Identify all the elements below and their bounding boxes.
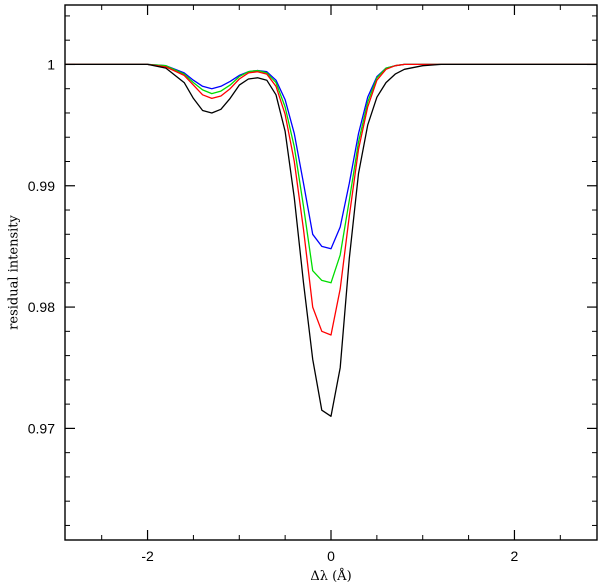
axis-ticks (65, 5, 597, 540)
series-line-4 (65, 63, 597, 417)
y-tick-label: 0.99 (28, 178, 55, 194)
x-tick-label: 2 (511, 548, 519, 564)
plot-frame (64, 4, 598, 541)
y-tick-label: 1 (47, 56, 55, 72)
y-axis-label: residual intensity (7, 215, 22, 330)
x-axis-label: Δλ (Å) (310, 568, 351, 584)
x-tick-label: 0 (327, 548, 335, 564)
series-line-1 (65, 63, 597, 250)
y-tick-label: 0.98 (28, 299, 55, 315)
series-line-2 (65, 63, 597, 284)
tick-labels: -2 0 2 0.97 0.98 0.99 1 (28, 56, 519, 564)
y-tick-label: 0.97 (28, 420, 55, 436)
x-tick-label: -2 (141, 548, 154, 564)
series-line-3 (65, 63, 597, 336)
series-layer (65, 63, 597, 417)
